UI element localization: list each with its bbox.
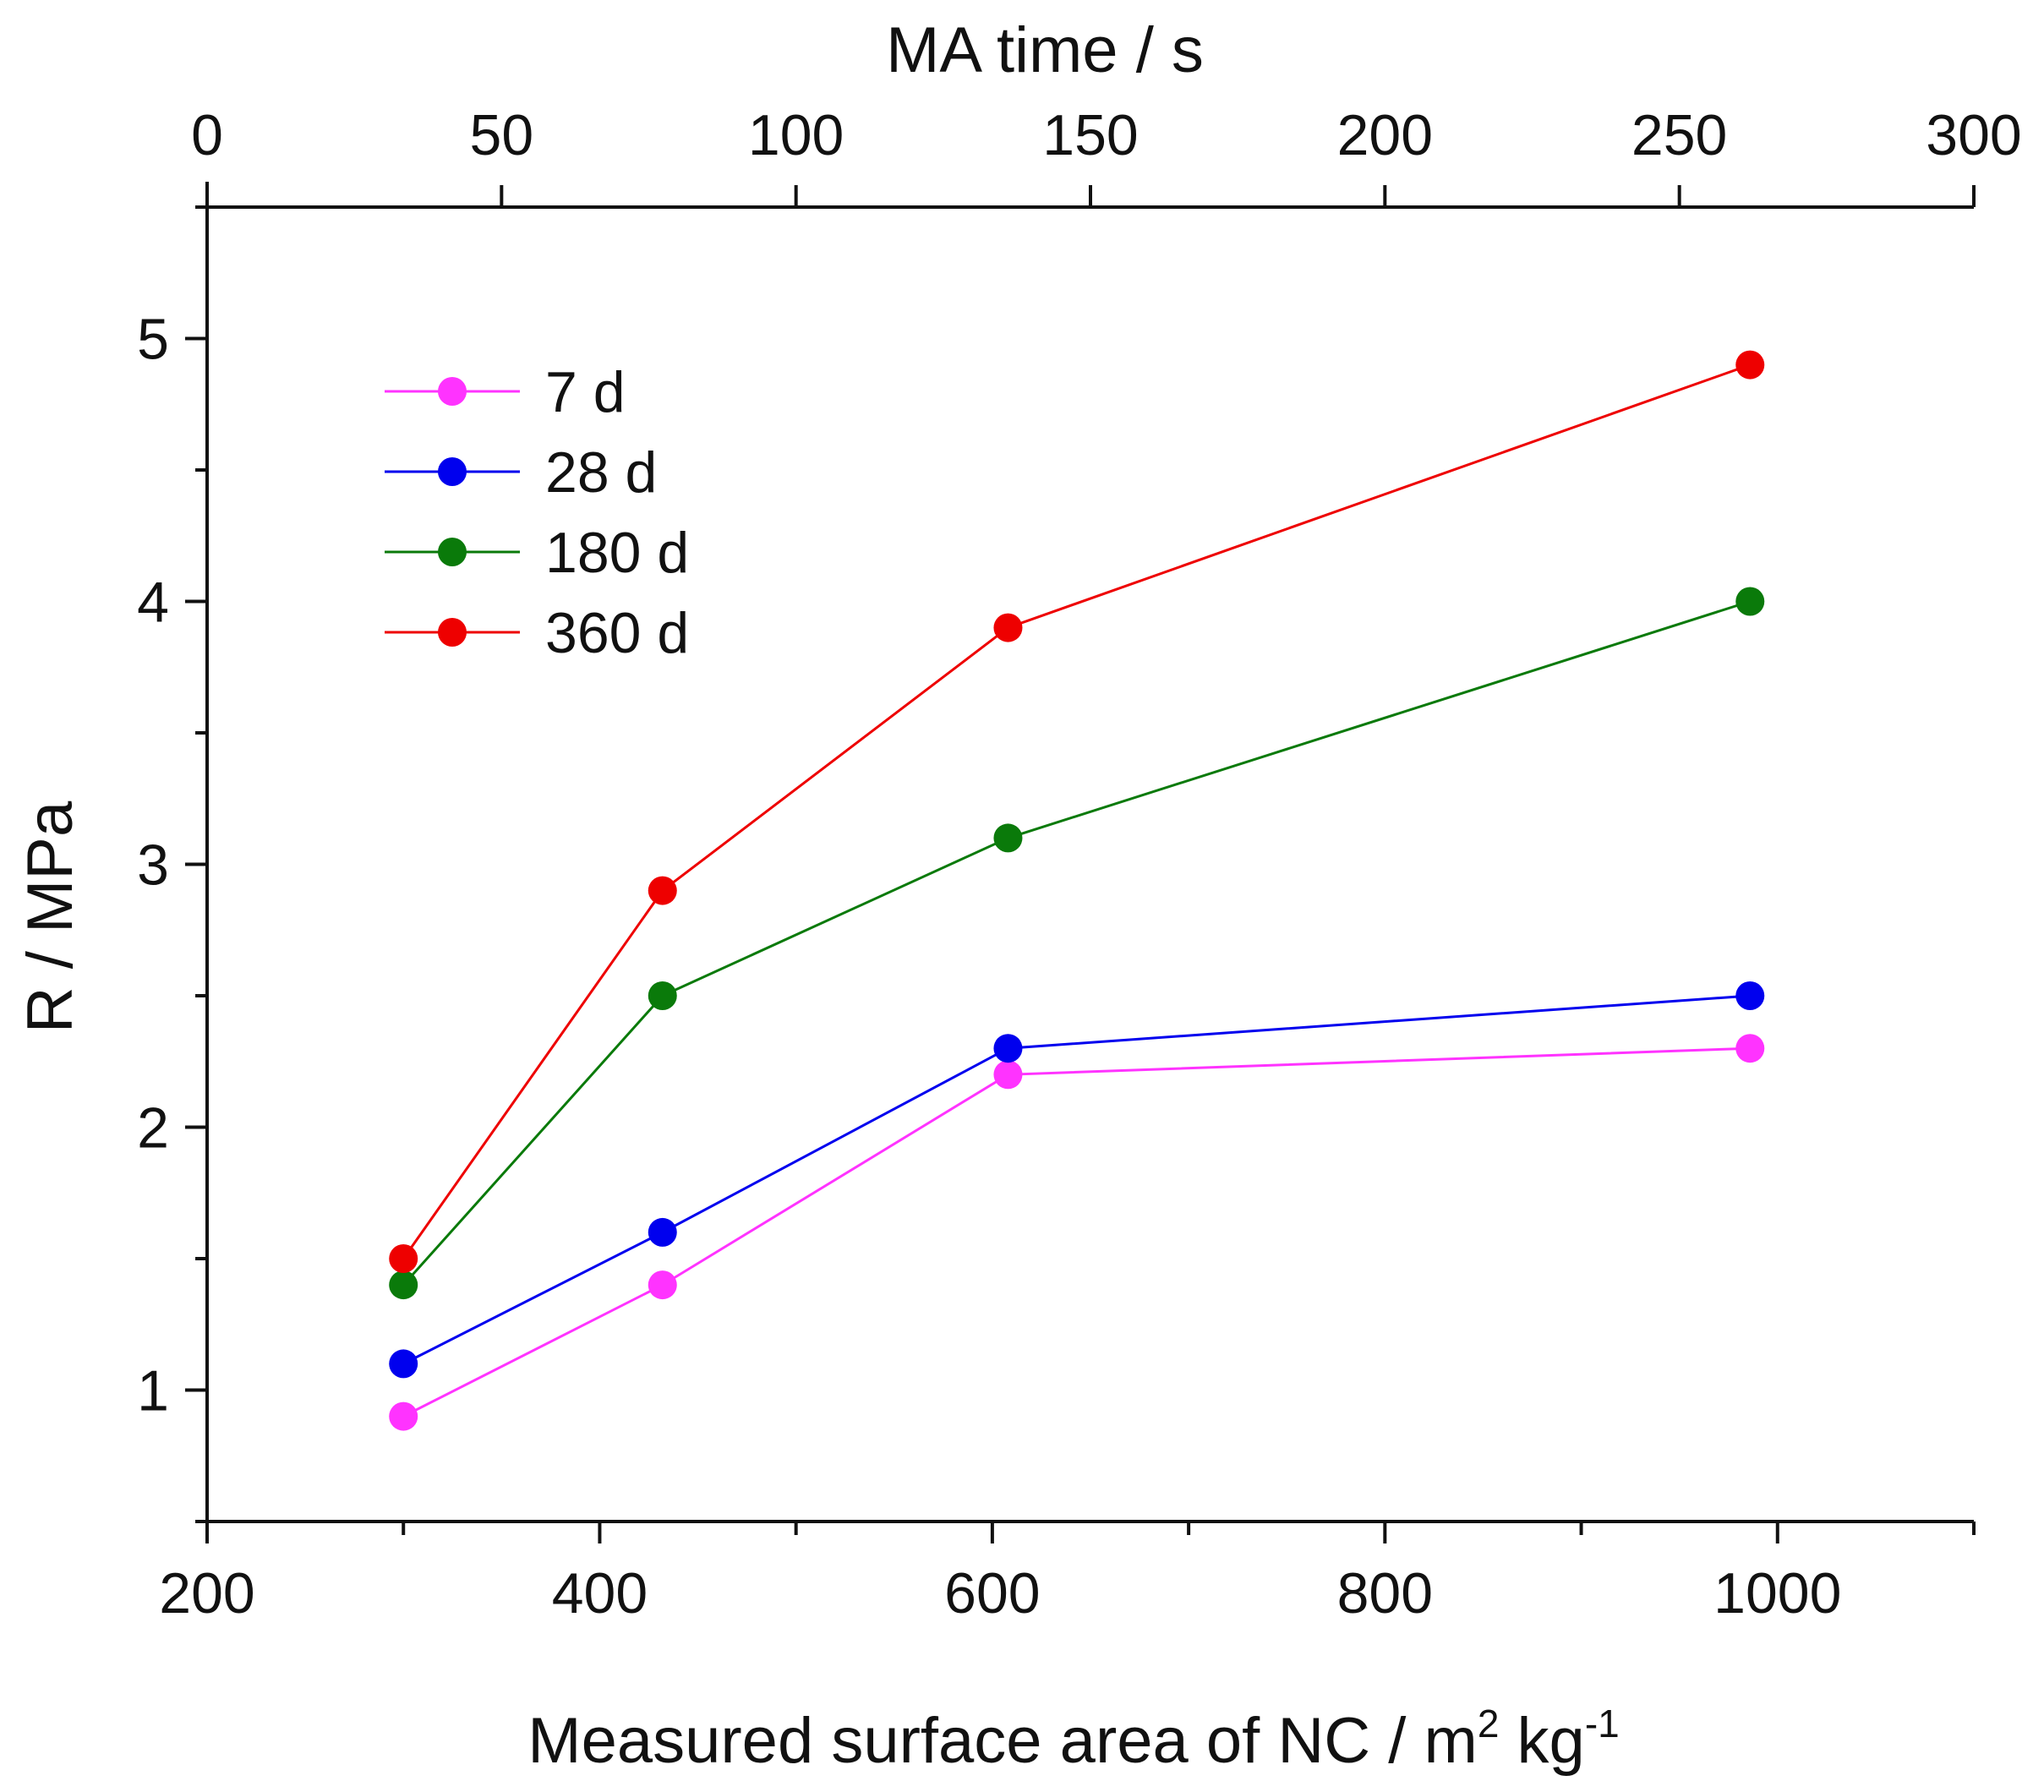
legend-item: 28 d [385,440,657,505]
legend-label: 360 d [545,601,689,665]
data-point [1735,981,1765,1010]
data-point [389,1349,418,1379]
x-axis-title-sup-1: 2 [1478,1702,1500,1746]
top-tick-label: 0 [191,103,223,167]
legend-marker [438,618,467,647]
x-tick-label: 400 [552,1561,648,1625]
data-point [993,613,1023,642]
series-line [402,600,1751,1287]
data-point [993,1034,1023,1063]
series-layer [389,350,1765,1431]
series-line [402,994,1751,1365]
x-axis-title-sup-2: -1 [1585,1702,1620,1746]
y-tick-label: 5 [137,308,169,372]
top-axis-title: MA time / s [886,14,1204,86]
legend-label: 28 d [545,440,657,505]
legend-marker [438,377,467,406]
data-point [1735,350,1765,380]
top-tick-label: 200 [1337,103,1433,167]
data-point [389,1244,418,1273]
x-axis-title: Measured surface area of NC / m2 kg-1 [527,1702,1619,1777]
legend-item: 360 d [385,601,689,665]
data-point [648,981,677,1010]
data-point [389,1270,418,1300]
legend-item: 7 d [385,360,626,424]
data-point [648,876,677,905]
data-point [993,823,1023,853]
y-tick-label: 1 [137,1359,169,1423]
data-point [1735,587,1765,616]
y-tick-label: 4 [137,571,169,635]
legend: 7 d 28 d 180 d 360 d [385,360,689,665]
series-2 [389,587,1765,1300]
series-line [402,363,1751,1259]
series-0 [389,1034,1765,1431]
y-axis-title: R / MPa [14,800,86,1033]
top-tick-label: 150 [1042,103,1138,167]
x-axis-title-main: Measured surface area of NC / m [527,1705,1478,1777]
y-tick-label: 2 [137,1096,169,1161]
top-tick-label: 100 [748,103,844,167]
data-point [993,1060,1023,1090]
axes: 200 400 600 800 1000 0 50 100 150 200 250 300 1 2 3 4 5 [137,103,2022,1625]
x-tick-label: 600 [944,1561,1040,1625]
y-tick-label: 3 [137,833,169,898]
legend-marker [438,457,467,486]
data-point [389,1401,418,1431]
top-tick-label: 250 [1631,103,1727,167]
data-point [1735,1034,1765,1063]
series-3 [389,350,1765,1273]
legend-item: 180 d [385,521,689,585]
data-point [648,1217,677,1247]
x-tick-label: 800 [1337,1561,1433,1625]
x-tick-label: 200 [159,1561,254,1625]
x-axis-title-mid: kg [1499,1705,1584,1777]
series-line [402,1046,1751,1418]
legend-marker [438,538,467,566]
top-tick-label: 300 [1926,103,2021,167]
data-point [648,1270,677,1300]
top-tick-label: 50 [470,103,534,167]
x-tick-label: 1000 [1713,1561,1841,1625]
series-1 [389,981,1765,1379]
legend-label: 7 d [545,360,626,424]
legend-label: 180 d [545,521,689,585]
